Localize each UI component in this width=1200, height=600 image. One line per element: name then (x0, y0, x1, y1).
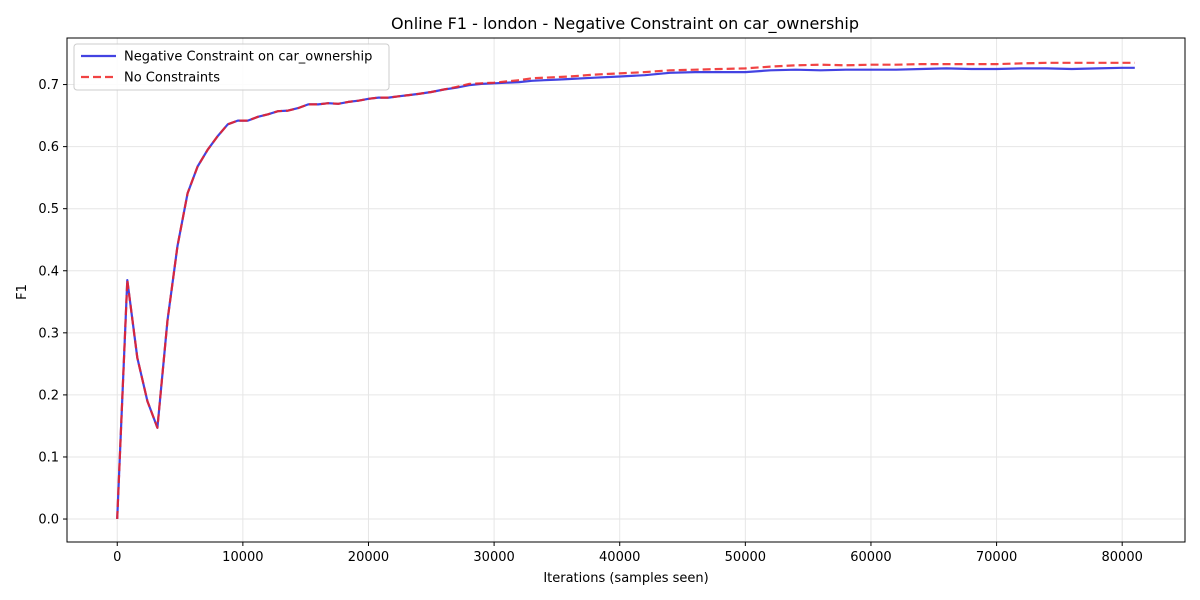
series-line-no-constraints (116, 61, 1135, 520)
x-tick-label: 50000 (725, 550, 766, 565)
x-tick-label: 40000 (599, 550, 640, 565)
x-tick-label: 30000 (473, 550, 514, 565)
y-tick-label: 0.6 (38, 140, 59, 155)
y-axis-label: F1 (15, 284, 30, 300)
legend: Negative Constraint on car_ownership No C… (73, 43, 390, 91)
legend-label: No Constraints (124, 71, 220, 86)
x-tick-label: 0 (113, 550, 121, 565)
y-tick-label: 0.2 (38, 388, 59, 403)
legend-label: Negative Constraint on car_ownership (124, 50, 372, 65)
x-axis-label: Iterations (samples seen) (543, 571, 708, 586)
y-tick-label: 0.4 (38, 264, 59, 279)
x-tick-label: 80000 (1102, 550, 1143, 565)
y-tick-label: 0.0 (38, 513, 59, 528)
x-tick-label: 60000 (850, 550, 891, 565)
x-tick-label: 10000 (222, 550, 263, 565)
series-lines (116, 61, 1135, 520)
x-tick-label: 20000 (348, 550, 389, 565)
y-tick-label: 0.5 (38, 202, 59, 217)
x-tick-label: 70000 (976, 550, 1017, 565)
plot-frame (66, 37, 1186, 543)
y-tick-label: 0.7 (38, 78, 59, 93)
series-line-negative-constraint-on-car-ownership (116, 66, 1135, 520)
axis-ticks: 0 10000 20000 30000 40000 50000 60000 70000 8000… (38, 78, 1143, 565)
y-tick-label: 0.1 (38, 450, 59, 465)
legend-box (73, 43, 390, 91)
y-tick-label: 0.3 (38, 326, 59, 341)
grid (67, 38, 1185, 542)
chart-title: Online F1 - london - Negative Constraint… (391, 14, 859, 34)
